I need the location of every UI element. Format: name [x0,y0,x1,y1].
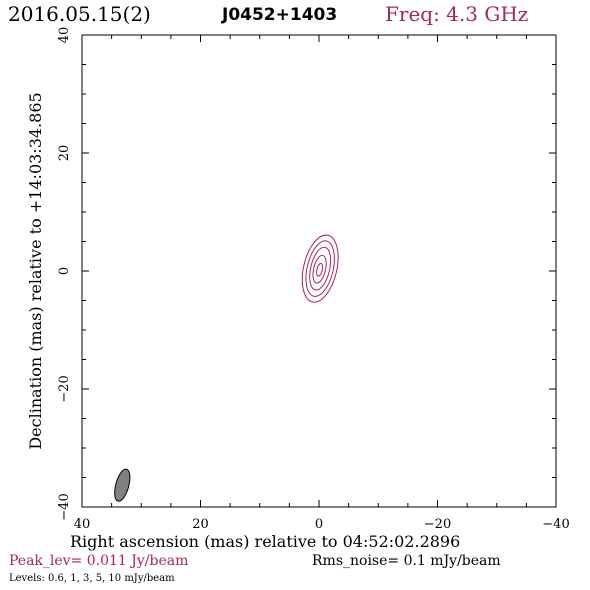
frequency-label: Freq: 4.3 GHz [385,2,529,26]
y-tick-label: −40 [57,493,72,520]
peak-level: Peak_lev= 0.011 Jy/beam [9,553,189,569]
axis-ticks [81,34,557,508]
y-tick-label: 40 [57,27,72,44]
x-tick-label: −20 [424,517,451,532]
y-tick-label: 0 [57,267,72,275]
x-tick-label: −40 [542,517,569,532]
source-name: J0452+1403 [222,5,338,25]
x-tick-label: 20 [192,517,209,532]
levels-legend: Levels: 0.6, 1, 3, 5, 10 mJy/beam [9,573,175,584]
beam-ellipse [114,468,131,502]
contour-level-5 [312,254,327,284]
x-axis-label: Right ascension (mas) relative to 04:52:… [70,532,461,551]
rms-noise: Rms_noise= 0.1 mJy/beam [312,553,501,569]
contour-level-1 [305,240,335,297]
contour-level-0_6 [301,234,339,303]
y-tick-label: −20 [57,375,72,402]
contour-level-3 [309,246,332,291]
contour-level-10 [316,262,324,277]
beam-group [114,468,131,502]
x-tick-label: 0 [315,517,323,532]
contour-set [301,234,339,303]
plot-frame [81,34,557,508]
observation-date: 2016.05.15(2) [8,2,151,26]
y-axis-label: Declination (mas) relative to +14:03:34.… [26,92,45,449]
x-tick-label: 40 [74,517,91,532]
y-tick-label: 20 [57,145,72,162]
